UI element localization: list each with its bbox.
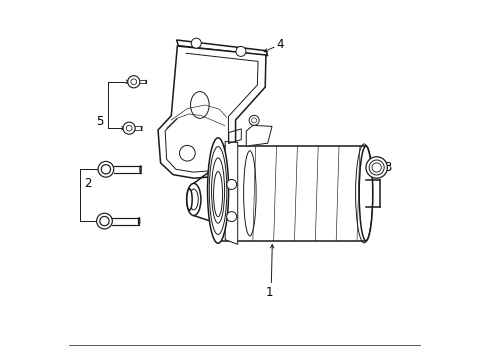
Text: 2: 2 bbox=[84, 177, 92, 190]
Ellipse shape bbox=[186, 183, 201, 216]
Circle shape bbox=[98, 161, 114, 177]
Circle shape bbox=[97, 213, 112, 229]
Ellipse shape bbox=[186, 189, 192, 210]
Polygon shape bbox=[176, 40, 267, 56]
Ellipse shape bbox=[145, 80, 146, 84]
Text: 4: 4 bbox=[276, 38, 284, 51]
Ellipse shape bbox=[138, 217, 140, 225]
Ellipse shape bbox=[141, 126, 142, 130]
Polygon shape bbox=[246, 125, 271, 146]
Circle shape bbox=[365, 157, 386, 178]
Polygon shape bbox=[158, 46, 265, 178]
Text: 3: 3 bbox=[383, 161, 390, 174]
Circle shape bbox=[191, 38, 201, 48]
Ellipse shape bbox=[207, 138, 228, 243]
Circle shape bbox=[127, 76, 140, 88]
Circle shape bbox=[226, 180, 236, 189]
Ellipse shape bbox=[190, 91, 209, 118]
Circle shape bbox=[123, 122, 135, 134]
Circle shape bbox=[226, 212, 236, 222]
Polygon shape bbox=[225, 141, 237, 244]
Circle shape bbox=[248, 115, 259, 125]
Text: 5: 5 bbox=[96, 114, 103, 127]
Ellipse shape bbox=[140, 166, 141, 173]
Ellipse shape bbox=[358, 146, 372, 241]
Circle shape bbox=[179, 145, 195, 161]
Circle shape bbox=[235, 46, 245, 57]
Text: 1: 1 bbox=[265, 286, 273, 299]
